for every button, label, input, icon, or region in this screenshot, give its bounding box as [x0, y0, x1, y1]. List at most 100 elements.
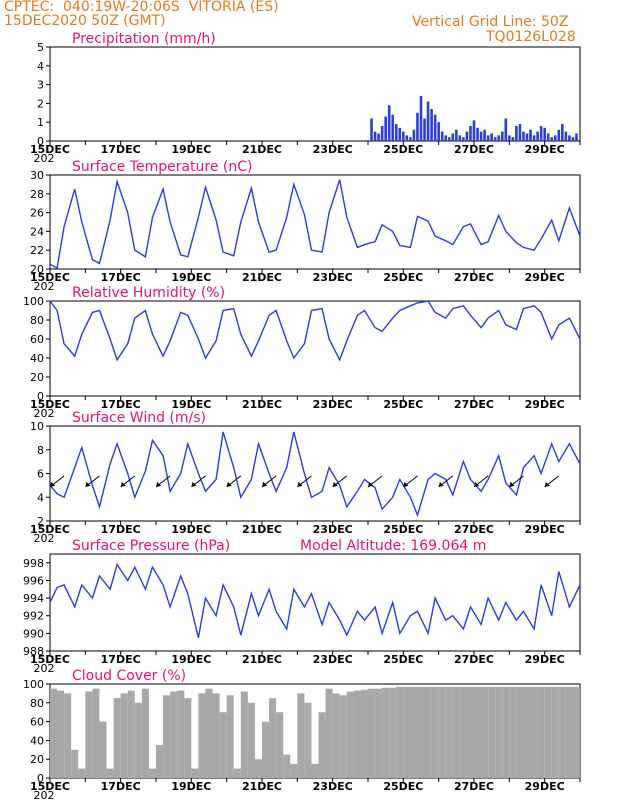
cloud-bar [318, 712, 326, 778]
x-tick-label: 19DEC [171, 143, 211, 156]
cloud-bar [339, 695, 347, 778]
series-line [49, 178, 581, 270]
cloud-bar [558, 686, 566, 778]
y-tick-label: 4 [37, 491, 44, 504]
precip-bar [536, 131, 539, 141]
series-line [49, 431, 581, 518]
cloud-bar [283, 754, 291, 778]
precip-bar [529, 129, 532, 141]
cloud-bar [466, 686, 474, 778]
x-tick-label: 27DEC [454, 653, 494, 666]
x-tick-label: 25DEC [383, 271, 423, 284]
precip-bar [469, 125, 472, 141]
precip-bar [455, 129, 458, 141]
x-tick-label: 19DEC [171, 271, 211, 284]
cloud-bar [474, 686, 482, 778]
cloud-bar [184, 698, 192, 778]
precip-bar [511, 137, 515, 141]
cloud-bar [120, 693, 128, 778]
cloud-bar [382, 687, 390, 778]
cloud-bar [445, 686, 453, 778]
y-tick-label: 20 [30, 263, 44, 276]
x-tick-label: 15DEC [30, 398, 70, 411]
precip-bar [430, 109, 433, 141]
cloud-bar [424, 686, 432, 778]
cloud-bar [459, 686, 467, 778]
x-sub-label: 202 [34, 662, 55, 675]
y-tick-label: 6 [37, 468, 44, 481]
x-tick-label: 25DEC [383, 398, 423, 411]
precip-bar [377, 133, 380, 141]
precip-bar [370, 118, 373, 141]
precip-bar [437, 122, 440, 141]
cloud-bar [403, 686, 411, 778]
precip-bar [391, 114, 395, 141]
x-tick-label: 29DEC [525, 143, 565, 156]
wind-arrow-head [191, 481, 197, 487]
cloud-bar [481, 686, 489, 778]
precip-bar [515, 125, 518, 141]
wind-arrow-head [332, 481, 338, 487]
y-tick-label: 20 [30, 753, 44, 766]
x-tick-label: 19DEC [171, 780, 211, 793]
header-right-line2: TQ0126L028 [486, 29, 576, 45]
precip-bar [476, 127, 479, 141]
cloud-bar [297, 693, 305, 778]
y-tick-label: 40 [30, 352, 44, 365]
y-tick-label: 100 [23, 295, 44, 308]
wind-arrow-head [120, 481, 126, 487]
precip-bar [493, 137, 497, 141]
x-tick-label: 25DEC [383, 780, 423, 793]
precip-bar [458, 135, 462, 141]
wind-arrow-head [368, 481, 374, 487]
cloud-bar [127, 690, 135, 778]
cloud-bar [410, 686, 418, 778]
cloud-bar [276, 712, 284, 778]
x-tick-label: 21DEC [242, 143, 282, 156]
precip-bar [479, 131, 483, 141]
y-tick-label: 1 [37, 116, 44, 129]
wind-arrow-head [438, 481, 444, 487]
precip-bar [561, 124, 564, 141]
precip-bar [433, 114, 437, 141]
precip-bar [518, 124, 522, 141]
precip-bar [508, 135, 511, 141]
cloud-bar [163, 695, 171, 778]
cloud-bar [212, 693, 220, 778]
x-tick-label: 27DEC [454, 780, 494, 793]
cloud-bar [516, 686, 524, 778]
precip-bar [522, 131, 525, 141]
precip-bar [564, 131, 568, 141]
cloud-bar [311, 763, 319, 778]
y-tick-label: 994 [23, 592, 44, 605]
y-tick-label: 28 [30, 188, 44, 201]
wind-arrow-head [474, 481, 480, 487]
wind-arrow-head [156, 481, 162, 487]
cloud-bar [551, 686, 559, 778]
x-sub-label: 202 [34, 407, 55, 420]
x-tick-label: 29DEC [525, 780, 565, 793]
x-tick-label: 21DEC [242, 653, 282, 666]
cloud-bar [368, 688, 376, 778]
precip-bar [575, 133, 578, 141]
x-tick-label: 17DEC [101, 653, 141, 666]
precip-bar [405, 135, 409, 141]
x-tick-label: 21DEC [242, 780, 282, 793]
x-tick-label: 15DEC [30, 143, 70, 156]
x-tick-label: 29DEC [525, 653, 565, 666]
cloud-bar [148, 768, 156, 778]
y-tick-label: 24 [30, 225, 44, 238]
precip-bar [447, 137, 451, 141]
cloud-bar [57, 690, 65, 778]
wind-arrow-head [297, 481, 303, 487]
precip-bar [384, 116, 387, 141]
y-tick-label: 2 [37, 515, 44, 528]
y-tick-label: 992 [23, 610, 44, 623]
y-tick-label: 998 [23, 557, 44, 570]
x-tick-label: 27DEC [454, 271, 494, 284]
x-tick-label: 23DEC [313, 780, 353, 793]
x-tick-label: 17DEC [101, 780, 141, 793]
cloud-bar [438, 686, 446, 778]
precip-bar [539, 125, 543, 141]
cloud-bar [170, 691, 178, 778]
